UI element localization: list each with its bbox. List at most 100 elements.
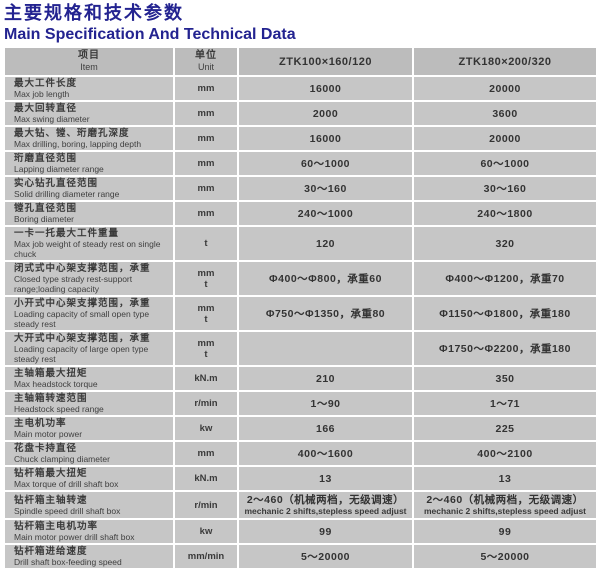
- item-label-en: Closed type strady rest-support range;lo…: [14, 274, 133, 294]
- unit-cell: mm/min: [175, 545, 237, 568]
- header-unit-label-zh: 单位: [195, 50, 217, 61]
- item-label-en: Main motor power: [14, 429, 83, 439]
- item-label-en: Max torque of drill shaft box: [14, 479, 119, 489]
- spec-table-row: 钻杆箱最大扭矩 Max torque of drill shaft box kN…: [5, 467, 596, 490]
- item-cell: 最大钻、镗、珩磨孔深度 Max drilling, boring, lappin…: [5, 127, 173, 150]
- model1-value: 240～1000: [297, 207, 354, 220]
- unit-cell: mm t: [175, 262, 237, 295]
- unit-value-line2: t: [204, 348, 208, 360]
- model1-value-line2: mechanic 2 shifts,stepless speed adjust: [244, 506, 407, 516]
- item-label-zh: 小开式中心架支撑范围，承重: [14, 298, 151, 309]
- model1-value: 16000: [309, 82, 342, 95]
- item-label-en: Headstock speed range: [14, 404, 104, 414]
- unit-value: mm: [197, 108, 215, 119]
- model2-value: 2～460（机械两档，无级调速）: [426, 494, 584, 506]
- item-cell: 小开式中心架支撑范围，承重 Loading capacity of small …: [5, 297, 173, 330]
- value-cell-model2: 1～71: [414, 392, 596, 415]
- spec-table-row: 最大回转直径 Max swing diameter mm 2000 3600: [5, 102, 596, 125]
- unit-value: kN.m: [194, 473, 218, 484]
- value-cell-model2: 225: [414, 417, 596, 440]
- model1-value: 30～160: [304, 182, 347, 195]
- unit-cell: mm: [175, 202, 237, 225]
- item-label-zh: 大开式中心架支撑范围，承重: [14, 333, 151, 344]
- item-cell: 钻杆箱主电机功率 Main motor power drill shaft bo…: [5, 520, 173, 543]
- item-label-en: Max headstock torque: [14, 379, 98, 389]
- spec-table-row: 珩磨直径范围 Lapping diameter range mm 60～1000…: [5, 152, 596, 175]
- model1-value: 2000: [312, 107, 339, 120]
- model1-value: 120: [315, 237, 336, 250]
- item-label-en: Lapping diameter range: [14, 164, 104, 174]
- specification-table: 项目 Item 单位 Unit ZTK100×160/120 ZTK180×20…: [5, 48, 596, 568]
- item-cell: 主轴箱最大扭矩 Max headstock torque: [5, 367, 173, 390]
- item-cell: 镗孔直径范围 Boring diameter: [5, 202, 173, 225]
- model1-value: 99: [319, 525, 332, 538]
- unit-value: mm: [197, 158, 215, 169]
- item-label-zh: 闭式式中心架支撑范围，承重: [14, 263, 151, 274]
- item-cell: 最大工件长度 Max job length: [5, 77, 173, 100]
- item-cell: 花盘卡持直径 Chuck clamping diameter: [5, 442, 173, 465]
- value-cell-model2: 13: [414, 467, 596, 490]
- unit-cell: r/min: [175, 392, 237, 415]
- model1-value: 16000: [309, 132, 342, 145]
- unit-value: mm: [197, 448, 215, 459]
- item-cell: 一卡一托最大工件重量 Max job weight of steady rest…: [5, 227, 173, 260]
- model2-value: 60～1000: [480, 157, 530, 170]
- model2-value: 400～2100: [477, 447, 533, 460]
- value-cell-model2: 5～20000: [414, 545, 596, 568]
- unit-cell: mm: [175, 177, 237, 200]
- unit-cell: mm: [175, 127, 237, 150]
- item-label-zh: 镗孔直径范围: [14, 203, 78, 214]
- item-cell: 钻杆箱最大扭矩 Max torque of drill shaft box: [5, 467, 173, 490]
- value-cell-model1: 16000: [239, 127, 412, 150]
- item-label-zh: 钻杆箱主轴转速: [14, 494, 88, 506]
- value-cell-model1: 13: [239, 467, 412, 490]
- value-cell-model1: Φ750～Φ1350，承重80: [239, 297, 412, 330]
- value-cell-model1: 210: [239, 367, 412, 390]
- item-label-zh: 最大钻、镗、珩磨孔深度: [14, 128, 130, 139]
- item-label-zh: 实心钻孔直径范围: [14, 178, 99, 189]
- model1-value: 5～20000: [300, 550, 351, 563]
- item-label-en: Drill shaft box-feeding speed: [14, 557, 122, 567]
- unit-value: kw: [199, 526, 213, 537]
- item-label-en: Max drilling, boring, lapping depth: [14, 139, 142, 149]
- spec-table-row: 钻杆箱主电机功率 Main motor power drill shaft bo…: [5, 520, 596, 543]
- unit-value: mm: [197, 133, 215, 144]
- item-label-en: Loading capacity of small open type stea…: [14, 309, 150, 329]
- model2-value: 3600: [492, 107, 518, 120]
- model2-value: 5～20000: [480, 550, 530, 563]
- item-label-en: Max job weight of steady rest on single …: [14, 239, 161, 259]
- spec-table-row: 实心钻孔直径范围 Solid drilling diameter range m…: [5, 177, 596, 200]
- value-cell-model2: 99: [414, 520, 596, 543]
- spec-table-row: 钻杆箱进给速度 Drill shaft box-feeding speed mm…: [5, 545, 596, 568]
- model1-value: 210: [315, 372, 336, 385]
- value-cell-model1: 240～1000: [239, 202, 412, 225]
- value-cell-model1: 60～1000: [239, 152, 412, 175]
- value-cell-model2: Φ1750～Φ2200，承重180: [414, 332, 596, 365]
- item-label-zh: 钻杆箱进给速度: [14, 546, 88, 557]
- unit-value-line2: t: [204, 313, 208, 325]
- item-label-en: Boring diameter: [14, 214, 75, 224]
- value-cell-model1: 5～20000: [239, 545, 412, 568]
- model2-value: Φ1150～Φ1800，承重180: [439, 307, 571, 320]
- model2-value: 13: [498, 472, 512, 485]
- unit-cell: mm t: [175, 297, 237, 330]
- value-cell-model1: 16000: [239, 77, 412, 100]
- header-item-label-en: Item: [80, 62, 98, 72]
- item-label-zh: 花盘卡持直径: [14, 443, 78, 454]
- unit-value: mm: [197, 302, 215, 314]
- spec-table-row: 最大钻、镗、珩磨孔深度 Max drilling, boring, lappin…: [5, 127, 596, 150]
- item-label-zh: 最大工件长度: [14, 78, 78, 89]
- spec-table-row: 闭式式中心架支撑范围，承重 Closed type strady rest-su…: [5, 262, 596, 295]
- model1-value: 1～90: [310, 397, 341, 410]
- item-label-zh: 主轴箱最大扭矩: [14, 368, 88, 379]
- spec-table-row: 花盘卡持直径 Chuck clamping diameter mm 400～16…: [5, 442, 596, 465]
- value-cell-model2: 20000: [414, 77, 596, 100]
- model2-value: 30～160: [483, 182, 527, 195]
- table-header-row: 项目 Item 单位 Unit ZTK100×160/120 ZTK180×20…: [5, 48, 596, 75]
- value-cell-model1: 2000: [239, 102, 412, 125]
- model2-value: Φ1750～Φ2200，承重180: [439, 342, 571, 355]
- model1-value: 2～460（机械两档，无级调速）: [246, 494, 405, 506]
- unit-cell: r/min: [175, 492, 237, 518]
- item-cell: 大开式中心架支撑范围，承重 Loading capacity of large …: [5, 332, 173, 365]
- item-label-en: Spindle speed drill shaft box: [14, 505, 121, 516]
